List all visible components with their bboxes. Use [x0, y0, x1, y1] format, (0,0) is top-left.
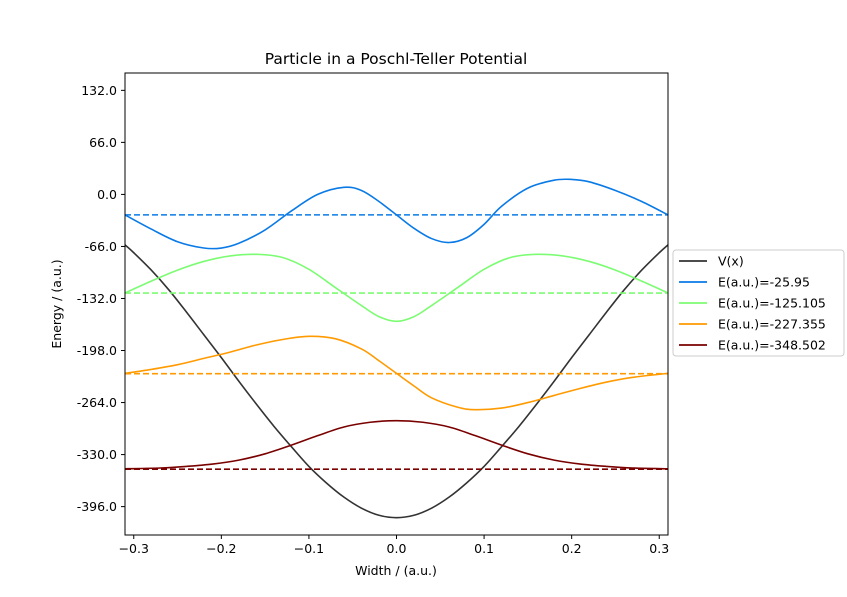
potential-line	[125, 244, 668, 519]
x-tick-label: −0.2	[206, 541, 236, 556]
legend-label: E(a.u.)=-25.95	[718, 275, 810, 290]
y-tick-label: -132.0	[77, 291, 117, 306]
x-tick-label: 0.0	[387, 541, 407, 556]
y-tick-label: -198.0	[77, 343, 117, 358]
x-tick-label: −0.3	[119, 541, 149, 556]
y-tick-label: -330.0	[77, 447, 117, 462]
legend-label: V(x)	[718, 254, 744, 269]
y-axis-label: Energy / (a.u.)	[49, 259, 64, 348]
x-axis-label: Width / (a.u.)	[355, 563, 437, 578]
legend-label: E(a.u.)=-125.105	[718, 296, 826, 311]
wavefunction-line-4	[125, 419, 668, 470]
x-axis: −0.3 −0.2 −0.1 0.0 0.1 0.2 0.3	[119, 535, 669, 556]
wavefunction-line-1	[125, 178, 668, 250]
y-tick-label: 132.0	[81, 83, 117, 98]
x-tick-label: 0.1	[474, 541, 494, 556]
wavefunction-line-2	[125, 253, 668, 323]
legend: V(x) E(a.u.)=-25.95 E(a.u.)=-125.105 E(a.u.…	[672, 249, 845, 357]
legend-label: E(a.u.)=-348.502	[718, 338, 826, 353]
legend-label: E(a.u.)=-227.355	[718, 317, 826, 332]
chart-title: Particle in a Poschl-Teller Potential	[265, 50, 528, 68]
y-tick-label: -66.0	[85, 239, 117, 254]
y-tick-label: 66.0	[89, 135, 117, 150]
y-tick-label: -396.0	[77, 499, 117, 514]
x-tick-label: −0.1	[294, 541, 324, 556]
plot-frame	[124, 72, 669, 536]
y-axis: 132.0 66.0 0.0 -66.0 -132.0 -198.0 -264.0 -330.…	[77, 83, 125, 514]
x-tick-label: 0.3	[649, 541, 669, 556]
legend-box	[672, 249, 845, 357]
y-tick-label: 0.0	[97, 187, 117, 202]
plot-area	[125, 178, 668, 519]
y-tick-label: -264.0	[77, 395, 117, 410]
x-tick-label: 0.2	[562, 541, 582, 556]
